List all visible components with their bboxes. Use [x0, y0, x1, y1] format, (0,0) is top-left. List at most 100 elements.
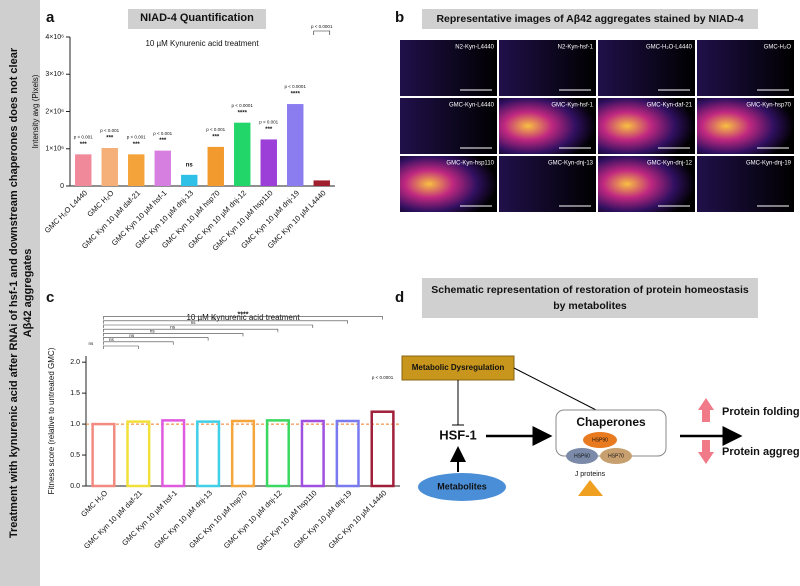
image-tile	[499, 156, 596, 212]
tile-label: GMC-Kyn-hsf-1	[551, 103, 593, 109]
x-tick-label: GMC Kyn 10 µM daf-21	[82, 488, 144, 550]
node-label: Metabolic Dysregulation	[412, 363, 505, 372]
panel-title: Schematic representation of restoration …	[431, 284, 749, 296]
inhibit-line	[513, 367, 601, 413]
p-label: p < 0.001	[206, 127, 225, 132]
bar	[161, 419, 186, 488]
p-label: p < 0.0001	[285, 84, 307, 89]
x-tick-label: GMC H₂O L4440	[43, 188, 89, 234]
title-box	[422, 278, 758, 318]
y-tick-label: 2×10⁶	[45, 108, 64, 115]
title-box	[128, 9, 266, 29]
comparison-label: ns	[89, 341, 95, 346]
bar	[101, 148, 118, 186]
image-tile	[499, 40, 596, 96]
bar	[196, 420, 221, 488]
p-label: p < 0.0001	[372, 375, 394, 380]
bar	[300, 419, 325, 488]
image-tile	[598, 40, 695, 96]
chaperone	[600, 448, 632, 464]
node-label: HSP70	[608, 453, 624, 459]
y-tick-label: 1.5	[70, 390, 80, 397]
node-ellipse	[418, 473, 506, 501]
significance: ***	[265, 127, 273, 133]
bar	[207, 146, 224, 186]
bar	[335, 419, 360, 488]
significance: ***	[212, 134, 220, 140]
tile-label: N2-Kyn-hsf-1	[558, 45, 594, 51]
comparison-label: ns	[170, 324, 176, 329]
tile-label: GMC-Kyn-dnj-12	[647, 161, 693, 167]
y-tick-label: 1×10⁶	[45, 146, 64, 153]
chart-title: NIAD-4 Quantification	[140, 12, 254, 24]
bar	[75, 154, 92, 186]
panel-label: a	[46, 9, 55, 26]
node-label: Metabolites	[437, 481, 487, 491]
y-tick-label: 2.0	[70, 359, 80, 366]
node-label: Protein aggregation	[722, 446, 800, 458]
bar	[230, 419, 256, 488]
node-label: HSP60	[574, 453, 590, 459]
bracket	[313, 30, 331, 35]
y-tick-label: 3×10⁶	[45, 71, 64, 78]
bar	[260, 139, 277, 186]
bar	[154, 150, 171, 186]
x-tick-label: GMC Kyn 10 µM L4440	[326, 488, 388, 550]
bracket	[103, 328, 279, 333]
chaperone	[566, 448, 598, 464]
tile-label: GMC-Kyn-dnj-13	[548, 161, 594, 167]
comparison-label: ns	[191, 320, 197, 325]
side-title: Treatment with kynurenic acid after RNAi…	[8, 47, 20, 538]
p-label: p < 0.001	[259, 120, 278, 125]
bar	[126, 420, 151, 488]
bracket	[103, 324, 314, 328]
node-label: HSP90	[592, 437, 608, 443]
j-protein	[578, 480, 603, 496]
tile-label: GMC-H₂O	[764, 45, 792, 51]
side-title: Aβ42 aggregates	[22, 249, 34, 338]
node-label: Protein folding	[722, 406, 800, 418]
tile-label: GMC-H₂O-L4440	[646, 45, 693, 51]
bracket	[103, 320, 348, 324]
y-tick-label: 0.5	[70, 452, 80, 459]
bar	[313, 180, 330, 186]
y-tick-label: 0	[60, 183, 64, 190]
node-label: Chaperones	[576, 415, 646, 429]
significance: ***	[159, 138, 167, 144]
node-label: HSF-1	[439, 427, 477, 442]
tile-label: GMC-Kyn-hsp70	[746, 103, 791, 109]
bracket	[103, 341, 174, 345]
x-tick-label: GMC Kyn 10 µM hsp70	[187, 488, 249, 550]
y-tick-label: 4×10⁶	[45, 34, 64, 41]
bracket	[103, 316, 383, 320]
panel-label: c	[46, 289, 54, 306]
bar	[265, 419, 290, 488]
significance: ****	[291, 92, 301, 98]
significance: ns	[186, 162, 194, 168]
panel-label: b	[395, 9, 404, 26]
panel-title: by metabolites	[553, 300, 627, 312]
image-tile	[697, 98, 794, 154]
up-arrow	[698, 398, 714, 422]
x-tick-label: GMC Kyn 10 µM dnj-19	[292, 488, 354, 550]
tile-label: N2-Kyn-L4440	[455, 45, 494, 51]
significance: ***	[133, 142, 141, 148]
panel-label: d	[395, 289, 404, 306]
significance: ****	[238, 110, 248, 116]
comparison-label: ns	[211, 316, 217, 321]
bar	[370, 410, 395, 488]
chaperone	[583, 432, 617, 448]
x-tick-label: GMC Kyn 10 µM dnj-13	[152, 488, 214, 550]
chart-subtitle: 10 µM Kynurenic acid treatment	[145, 39, 259, 48]
comparison-label: ****	[238, 311, 249, 318]
p-label: p < 0.001	[74, 135, 93, 140]
image-tile	[400, 98, 497, 154]
panel-title: Representative images of Aβ42 aggregates…	[436, 13, 743, 25]
comparison-label: ns	[150, 329, 156, 334]
significance: ***	[106, 136, 114, 142]
y-tick-label: 1.0	[70, 421, 80, 428]
bar	[128, 154, 145, 186]
tile-label: GMC-Kyn-hsp110	[446, 161, 494, 167]
node-label: J proteins	[575, 471, 606, 478]
image-grid: N2-Kyn-L4440 N2-Kyn-hsf-1 GMC-H₂O-L4440 GMC…	[400, 40, 794, 212]
